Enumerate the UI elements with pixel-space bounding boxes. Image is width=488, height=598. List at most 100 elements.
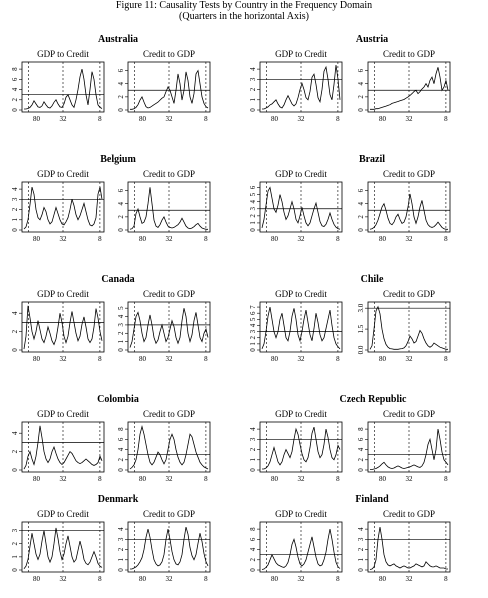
y-tick-label: 2	[117, 331, 125, 335]
y-tick-label: 4	[357, 81, 365, 85]
x-tick-label: 8	[444, 575, 448, 583]
x-tick-label: 8	[98, 575, 102, 583]
panel: Credit to GDP 0.0 1.5 3.0 80 32 8	[357, 289, 451, 363]
x-tick-label: 8	[444, 235, 448, 243]
y-tick-label: 4	[249, 427, 257, 431]
y-tick-label: 0	[357, 108, 365, 112]
y-tick-label: 0	[11, 568, 19, 572]
x-tick-label: 8	[98, 115, 102, 123]
panel: GDP to Credit 0 2 4 6 8 80 32 8	[249, 509, 343, 583]
x-tick-label: 32	[166, 575, 174, 583]
y-tick-label: 0	[117, 568, 125, 572]
x-tick-label: 8	[444, 115, 448, 123]
x-tick-label: 80	[33, 235, 41, 243]
y-tick-label: 1.5	[357, 324, 365, 333]
panel-title: GDP to Credit	[275, 169, 327, 179]
figure-title: Figure 11: Causality Tests by Country in…	[0, 0, 488, 22]
panel: GDP to Credit 0 1 2 3 4 5 6 80 32 8	[249, 169, 343, 243]
y-tick-label: 2	[11, 207, 19, 211]
panel-title: GDP to Credit	[275, 289, 327, 299]
figure-title-line: Figure 11: Causality Tests by Country in…	[115, 0, 373, 11]
y-tick-label: 6	[357, 68, 365, 72]
y-tick-label: 6	[249, 537, 257, 541]
y-tick-label: 2	[117, 215, 125, 219]
x-tick-label: 8	[204, 575, 208, 583]
panel-title: Credit to GDP	[383, 509, 435, 519]
y-tick-label: 4	[117, 527, 125, 531]
x-tick-label: 80	[379, 575, 387, 583]
y-tick-label: 4	[249, 67, 257, 71]
panel-title: GDP to Credit	[37, 509, 89, 519]
x-tick-label: 32	[166, 355, 174, 363]
x-tick-label: 8	[336, 355, 340, 363]
y-tick-label: 3	[11, 528, 19, 532]
panel: Credit to GDP 0 2 4 6 8 80 32 8	[117, 409, 211, 483]
y-tick-label: 1	[249, 221, 257, 225]
y-tick-label: 2	[117, 547, 125, 551]
panel-title: Credit to GDP	[143, 409, 195, 419]
y-tick-label: 0	[11, 108, 19, 112]
panel-title: GDP to Credit	[275, 409, 327, 419]
panel: GDP to Credit 0 1 2 3 4 80 32 8	[249, 409, 343, 483]
x-tick-label: 8	[98, 235, 102, 243]
panel: Credit to GDP 0 2 4 6 80 32 8	[117, 169, 211, 243]
series-line	[23, 305, 103, 350]
y-tick-label: 0	[357, 568, 365, 572]
y-tick-label: 0.0	[357, 345, 365, 354]
country-name: Czech Republic	[340, 394, 408, 405]
y-tick-label: 3	[249, 437, 257, 441]
panel: Credit to GDP 0 1 2 3 4 80 32 8	[357, 509, 451, 583]
y-tick-label: 0	[11, 228, 19, 232]
y-tick-label: 4	[11, 87, 19, 91]
country-name: Colombia	[97, 394, 139, 405]
x-tick-label: 80	[271, 575, 279, 583]
y-tick-label: 4	[249, 547, 257, 551]
y-tick-label: 8	[249, 527, 257, 531]
y-tick-label: 1	[249, 342, 257, 346]
x-tick-label: 80	[139, 235, 147, 243]
x-tick-label: 8	[336, 115, 340, 123]
y-tick-label: 3	[117, 323, 125, 327]
y-tick-label: 6	[11, 77, 19, 81]
x-tick-label: 80	[139, 475, 147, 483]
y-tick-label: 7	[249, 305, 257, 309]
country-name: Finland	[355, 494, 389, 505]
y-tick-label: 4	[249, 199, 257, 203]
x-tick-label: 80	[33, 575, 41, 583]
y-tick-label: 2	[249, 558, 257, 562]
y-tick-label: 0	[357, 468, 365, 472]
y-tick-label: 0	[117, 108, 125, 112]
x-tick-label: 80	[379, 355, 387, 363]
y-tick-label: 3	[11, 197, 19, 201]
x-tick-label: 32	[60, 575, 68, 583]
y-tick-label: 3.0	[357, 303, 365, 312]
x-tick-label: 80	[33, 475, 41, 483]
y-tick-label: 2	[357, 215, 365, 219]
panel-title: Credit to GDP	[143, 289, 195, 299]
series-line	[369, 305, 448, 350]
panel-title: GDP to Credit	[275, 49, 327, 59]
series-line	[369, 527, 448, 570]
x-tick-label: 80	[139, 355, 147, 363]
x-tick-label: 8	[98, 355, 102, 363]
panel-title: GDP to Credit	[37, 169, 89, 179]
x-tick-label: 32	[298, 475, 306, 483]
panel: Credit to GDP 0 2 4 6 80 32 8	[357, 49, 451, 123]
y-tick-label: 1	[117, 558, 125, 562]
country-name: Austria	[356, 34, 388, 45]
series-line	[370, 67, 449, 110]
y-tick-label: 3	[249, 329, 257, 333]
y-tick-label: 0	[11, 348, 19, 352]
panel-title: GDP to Credit	[37, 409, 89, 419]
panel-title: Credit to GDP	[143, 169, 195, 179]
series-line	[130, 526, 209, 570]
series-line	[23, 425, 103, 470]
y-tick-label: 4	[11, 431, 19, 435]
country-name: Belgium	[100, 154, 136, 165]
y-tick-label: 4	[117, 201, 125, 205]
panel-title: Credit to GDP	[383, 409, 435, 419]
